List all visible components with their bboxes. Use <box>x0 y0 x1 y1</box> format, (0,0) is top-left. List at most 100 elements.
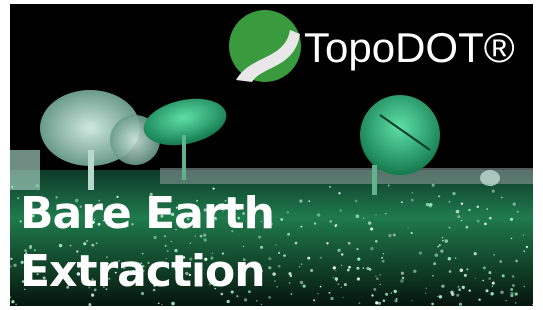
point <box>299 266 300 267</box>
point <box>368 221 371 224</box>
point <box>280 218 283 221</box>
point <box>382 260 385 263</box>
point <box>274 280 276 282</box>
point <box>15 304 17 306</box>
point <box>359 302 361 304</box>
point <box>283 255 285 257</box>
point <box>338 192 340 194</box>
point <box>492 285 493 286</box>
point <box>320 286 322 288</box>
point <box>268 296 271 299</box>
point <box>501 197 503 199</box>
point <box>388 234 391 237</box>
point <box>10 258 12 260</box>
point <box>314 222 316 224</box>
point <box>393 234 396 237</box>
point <box>287 233 290 236</box>
point <box>526 246 528 248</box>
point <box>431 303 434 306</box>
point <box>357 277 360 280</box>
point <box>336 280 337 281</box>
point <box>490 292 493 295</box>
point <box>477 220 480 223</box>
point <box>370 228 373 231</box>
point <box>492 282 495 285</box>
point <box>308 200 310 202</box>
point <box>268 266 271 269</box>
point <box>278 265 281 268</box>
point <box>396 298 398 300</box>
point <box>343 297 344 298</box>
point <box>303 285 306 288</box>
point <box>486 289 489 292</box>
point <box>445 239 448 242</box>
thumbnail: TopoDOT® Bare Earth Extraction <box>0 0 543 310</box>
point <box>326 242 328 244</box>
point <box>469 290 471 292</box>
point <box>532 304 534 306</box>
logo-text: TopoDOT® <box>304 24 515 71</box>
title-line: Extraction <box>20 246 265 297</box>
point <box>341 253 344 256</box>
point <box>383 299 386 302</box>
point <box>478 299 480 301</box>
point <box>452 192 455 195</box>
point <box>483 266 486 269</box>
point <box>36 184 39 187</box>
point <box>449 270 452 273</box>
title-line: Bare Earth <box>20 188 274 239</box>
point <box>9 296 11 298</box>
point <box>462 286 464 288</box>
point <box>456 210 460 214</box>
point <box>380 274 381 275</box>
point <box>512 275 515 278</box>
point <box>357 258 360 261</box>
point <box>276 286 278 288</box>
point <box>515 260 518 263</box>
point <box>348 266 351 269</box>
page: TopoDOT® Bare Earth Extraction (() => { … <box>0 0 543 310</box>
point <box>524 286 526 288</box>
point <box>523 250 525 252</box>
point <box>17 197 19 199</box>
point <box>419 252 422 255</box>
point <box>511 238 513 240</box>
point <box>456 294 459 297</box>
point <box>291 293 293 295</box>
point <box>341 265 342 266</box>
point <box>449 201 451 203</box>
point <box>299 200 302 203</box>
point <box>375 276 376 277</box>
point <box>10 266 12 268</box>
point <box>158 303 160 305</box>
point <box>460 269 464 273</box>
dish-post <box>182 135 186 180</box>
building <box>10 150 40 190</box>
point <box>517 211 519 213</box>
point <box>394 290 397 293</box>
point <box>515 302 516 303</box>
point <box>278 252 280 254</box>
satellite-dish <box>360 95 440 175</box>
dish-post <box>372 165 377 195</box>
point <box>244 298 247 301</box>
point <box>466 226 469 229</box>
point <box>510 288 513 291</box>
point <box>88 303 91 306</box>
point <box>448 257 451 260</box>
point <box>484 223 487 226</box>
point <box>290 275 292 277</box>
point <box>373 288 376 291</box>
point <box>375 214 376 215</box>
point <box>171 241 173 243</box>
point <box>439 244 441 246</box>
point <box>11 300 14 303</box>
point <box>442 237 443 238</box>
point <box>11 186 13 188</box>
point <box>435 254 438 257</box>
point <box>502 274 505 277</box>
point <box>468 209 470 211</box>
point <box>426 288 427 289</box>
point <box>318 293 319 294</box>
point <box>227 300 230 303</box>
